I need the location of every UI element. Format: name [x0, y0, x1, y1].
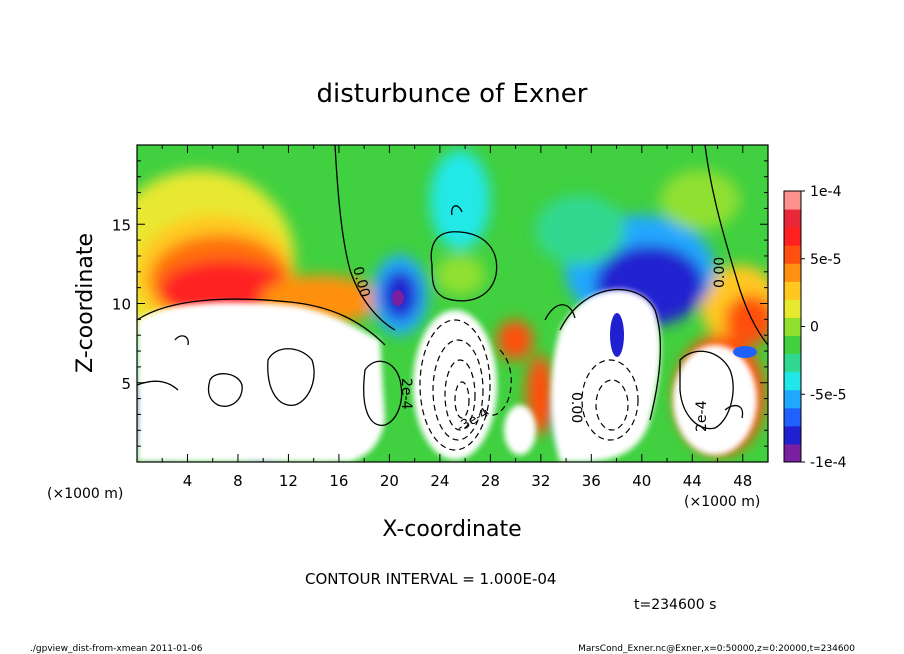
contour-label: 0.00	[568, 392, 584, 423]
colorbar-swatch	[784, 227, 801, 246]
colorbar	[784, 191, 801, 463]
colorbar-swatch	[784, 407, 801, 427]
chart-title: disturbunce of Exner	[317, 79, 588, 109]
x-tick-label: 48	[733, 472, 752, 490]
colorbar-swatch	[784, 353, 801, 373]
footer-right: MarsCond_Exner.nc@Exner,x=0:50000,z=0:20…	[578, 644, 855, 654]
colorbar-label: -1e-4	[810, 455, 847, 471]
x-tick-label: 32	[531, 472, 550, 490]
y-tick-label: 10	[112, 296, 131, 314]
contour-label-group: 0.00 0.00 0.00 2e-4 2e-4 -3e-4	[349, 257, 728, 436]
contour-label: 0.00	[712, 257, 728, 288]
y-axis-ticks: 5 10 15	[112, 144, 768, 463]
colorbar-labels: 1e-4 5e-5 0 -5e-5 -1e-4	[801, 184, 847, 471]
colorbar-label: -5e-5	[810, 387, 847, 403]
contour-label: 2e-4	[694, 400, 710, 432]
x-axis-unit: (×1000 m)	[684, 494, 760, 510]
x-tick-label: 12	[279, 472, 298, 490]
x-tick-label: 20	[380, 472, 399, 490]
heatmap-field	[137, 145, 768, 462]
colorbar-swatch	[784, 317, 801, 337]
x-tick-label: 40	[632, 472, 651, 490]
colorbar-swatch	[784, 389, 801, 409]
time-note: t=234600 s	[634, 597, 716, 613]
x-tick-label: 24	[430, 472, 449, 490]
y-axis-label: Z-coordinate	[73, 233, 98, 373]
contour-label: 2e-4	[398, 378, 414, 410]
colorbar-label: 1e-4	[810, 184, 842, 200]
x-axis-ticks: 4 8 12 16 20 24 28 32 36 40 44 48	[136, 145, 769, 490]
contour-lines-dashed	[419, 319, 639, 451]
colorbar-swatch	[784, 371, 801, 391]
y-axis-unit: (×1000 m)	[47, 486, 123, 502]
y-tick-label: 15	[112, 216, 131, 234]
x-tick-label: 8	[233, 472, 243, 490]
colorbar-swatch	[784, 299, 801, 318]
x-axis-label: X-coordinate	[382, 517, 521, 542]
contour-label: 0.00	[349, 265, 373, 299]
x-tick-label: 16	[329, 472, 348, 490]
colorbar-label: 5e-5	[810, 252, 841, 268]
x-tick-label: 4	[183, 472, 193, 490]
colorbar-swatch	[784, 245, 801, 264]
contour-interval-note: CONTOUR INTERVAL = 1.000E-04	[305, 570, 556, 588]
contour-lines	[137, 145, 768, 430]
colorbar-swatch	[784, 191, 801, 210]
y-tick-label: 5	[121, 375, 131, 393]
colorbar-swatch	[784, 263, 801, 282]
footer-left: ./gpview_dist-from-xmean 2011-01-06	[30, 644, 203, 654]
colorbar-swatch	[784, 443, 801, 463]
colorbar-label: 0	[810, 320, 819, 336]
colorbar-swatch	[784, 209, 801, 228]
colorbar-swatch	[784, 281, 801, 300]
colorbar-swatch	[784, 425, 801, 445]
x-tick-label: 36	[582, 472, 601, 490]
x-tick-label: 28	[481, 472, 500, 490]
x-tick-label: 44	[683, 472, 702, 490]
colorbar-swatch	[784, 335, 801, 355]
